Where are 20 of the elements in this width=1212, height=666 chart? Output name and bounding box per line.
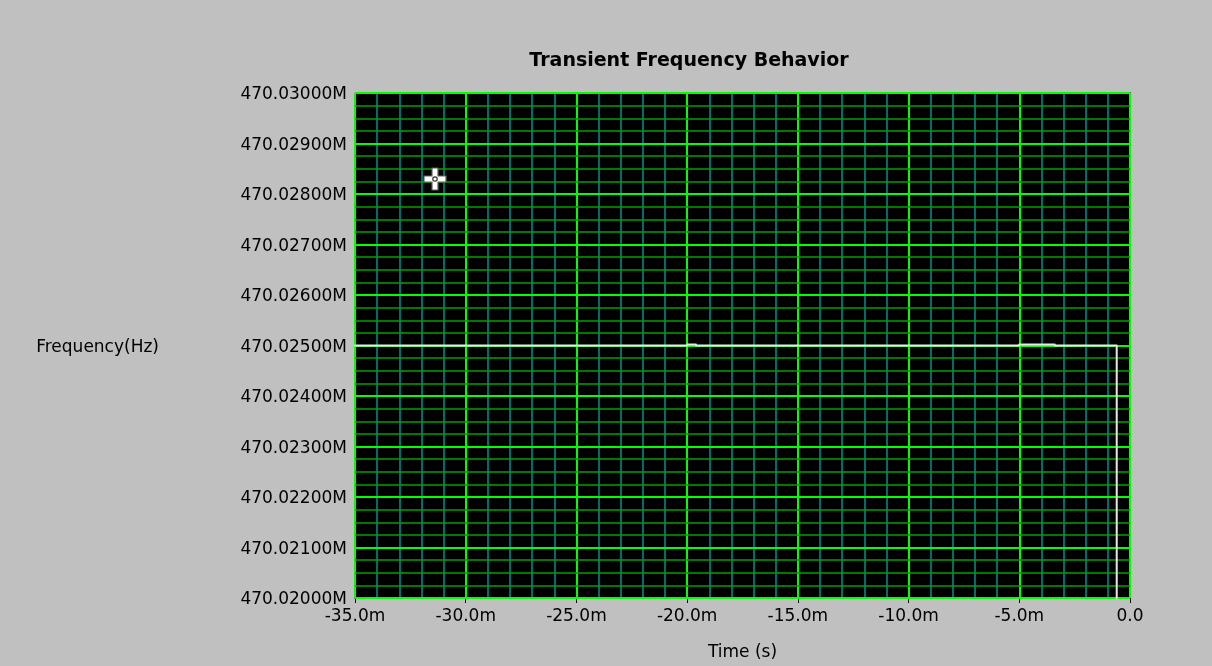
x-tick-label: -20.0m	[656, 604, 718, 625]
x-tick-label: -30.0m	[435, 604, 496, 625]
x-tick-label: -10.0m	[878, 604, 939, 625]
y-tick-label: 470.02900M	[240, 133, 347, 154]
x-tick-label: -5.0m	[994, 604, 1045, 625]
y-tick-label: 470.02100M	[240, 537, 347, 558]
y-tick-label: 470.02400M	[240, 386, 347, 406]
y-tick-label: 470.02200M	[240, 487, 347, 507]
x-axis-title: Time (s)	[706, 640, 778, 661]
y-tick-label: 470.02600M	[240, 285, 347, 305]
chart-title: Transient Frequency Behavior	[529, 47, 850, 70]
x-tick-label: 0.0	[1116, 604, 1144, 625]
x-tick-label: -15.0m	[767, 604, 829, 625]
x-tick-label: -25.0m	[546, 604, 607, 625]
y-tick-label: 470.02700M	[240, 234, 347, 255]
y-tick-label: 470.02300M	[240, 436, 347, 457]
y-tick-label: 470.02500M	[240, 335, 347, 356]
y-axis-title: Frequency(Hz)	[36, 335, 159, 356]
y-tick-label: 470.03000M	[240, 83, 347, 103]
y-tick-label: 470.02800M	[240, 184, 347, 204]
